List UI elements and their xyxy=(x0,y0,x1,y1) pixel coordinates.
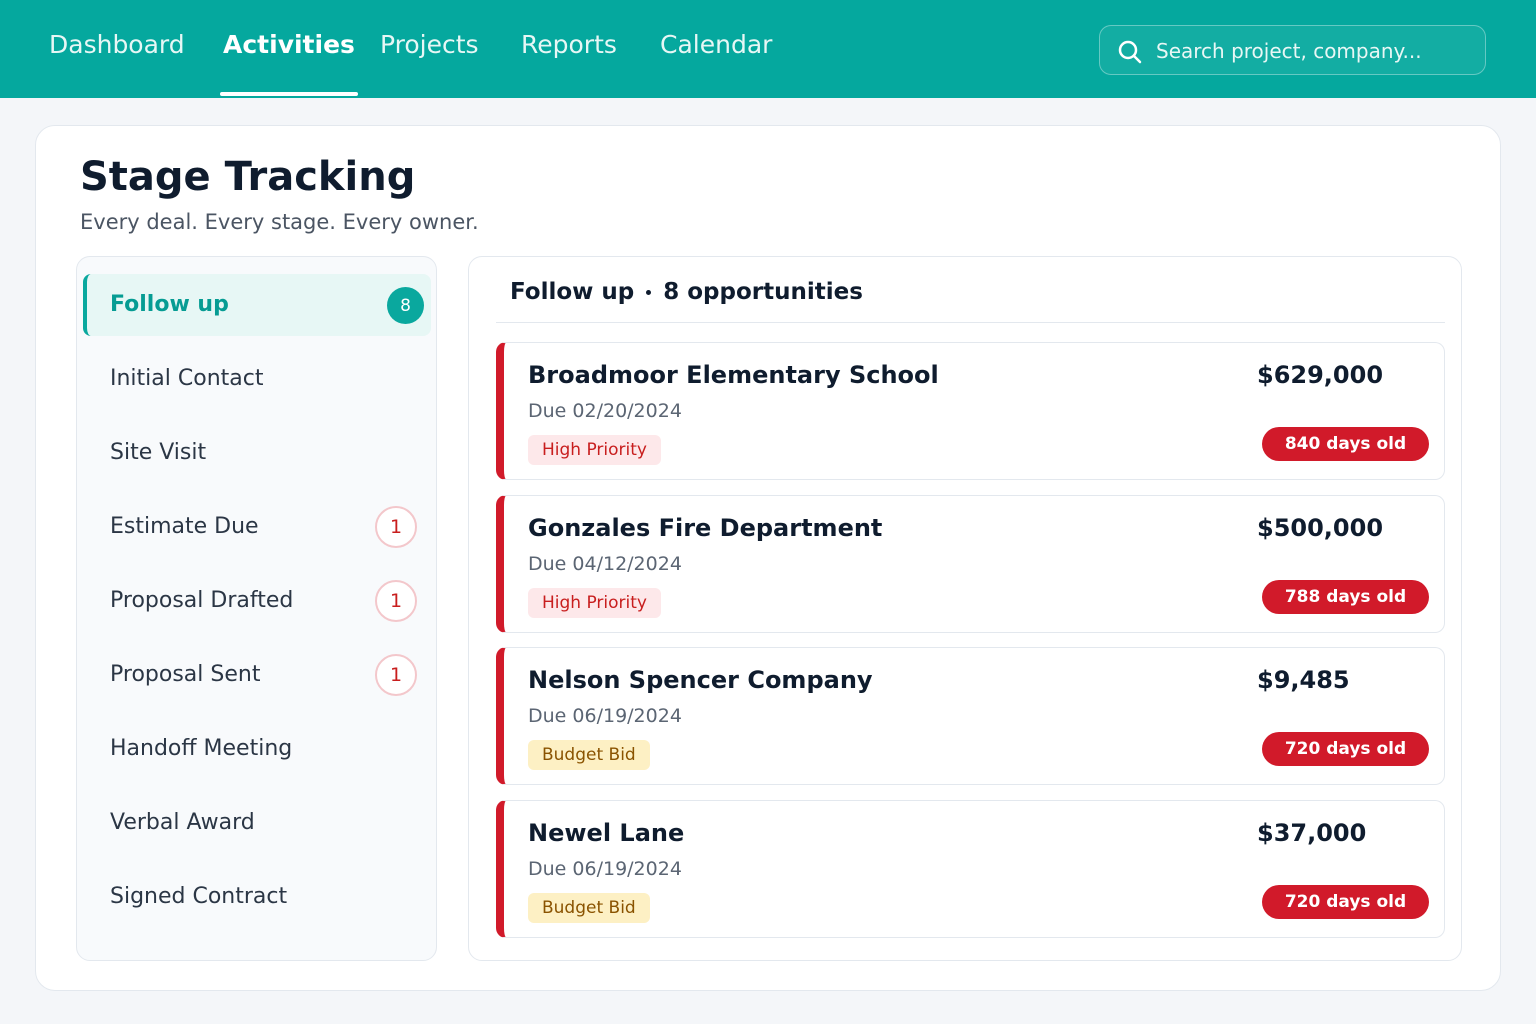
stage-name: Follow up xyxy=(110,292,229,317)
stage-count: 1 xyxy=(375,654,417,696)
stage-count: 1 xyxy=(375,580,417,622)
search-placeholder: Search project, company... xyxy=(1156,39,1422,63)
nav-link[interactable]: Reports xyxy=(521,30,617,59)
nav-link[interactable]: Calendar xyxy=(660,30,773,59)
tag: Budget Bid xyxy=(528,892,650,923)
tag: Budget Bid xyxy=(528,740,650,770)
stage-name: Proposal Sent xyxy=(110,662,261,687)
stage-item[interactable]: Follow up 8 xyxy=(83,274,431,336)
panel-header: Follow up 8 opportunities xyxy=(510,279,863,305)
separator-dot xyxy=(646,289,652,295)
amount: $629,000 xyxy=(1257,361,1384,389)
stage-item[interactable]: Site Visit xyxy=(83,422,431,484)
stage-name: Verbal Award xyxy=(110,810,255,835)
stage-name: Initial Contact xyxy=(110,366,264,391)
age-pill: 788 days old xyxy=(1262,579,1429,614)
stage-name: Proposal Drafted xyxy=(110,588,294,613)
stage-item[interactable]: Proposal Drafted 1 xyxy=(83,570,431,632)
due-date: Due 06/19/2024 xyxy=(528,705,682,727)
opportunity-card[interactable]: Gonzales Fire Department Due 04/12/2024 Hi… xyxy=(496,494,1445,633)
search-icon xyxy=(1118,40,1142,64)
opportunity-name: Gonzales Fire Department xyxy=(528,513,883,542)
tag: High Priority xyxy=(528,435,661,465)
due-date: Due 04/12/2024 xyxy=(528,552,682,575)
due-date: Due 06/19/2024 xyxy=(528,857,682,880)
amount: $500,000 xyxy=(1257,513,1384,542)
stage-name: Estimate Due xyxy=(110,514,259,539)
due-date: Due 02/20/2024 xyxy=(528,400,682,422)
active-underline xyxy=(220,92,358,96)
amount: $9,485 xyxy=(1257,666,1350,694)
opportunity-name: Broadmoor Elementary School xyxy=(528,361,939,389)
main-card: Stage Tracking Every deal. Every stage. … xyxy=(35,125,1501,991)
top-nav: Search project, company... Dashboard Acti… xyxy=(0,0,1536,98)
opportunity-name: Newel Lane xyxy=(528,818,685,847)
panel-summary: 8 opportunities xyxy=(663,279,863,305)
age-pill: 840 days old xyxy=(1262,427,1429,461)
opportunity-card[interactable]: Newel Lane Due 06/19/2024 Budget Bid $37,00… xyxy=(496,799,1445,938)
stage-list: Follow up 8 Initial Contact Site Visit Estim… xyxy=(76,256,437,961)
page-title: Stage Tracking xyxy=(80,154,416,200)
stage-item[interactable]: Signed Contract xyxy=(83,866,431,928)
search-box[interactable]: Search project, company... xyxy=(1099,25,1486,75)
stage-count: 1 xyxy=(375,506,417,548)
stage-item[interactable]: Initial Contact xyxy=(83,348,431,410)
page-subtitle: Every deal. Every stage. Every owner. xyxy=(80,210,479,234)
opportunity-name: Nelson Spencer Company xyxy=(528,666,873,694)
nav-link[interactable]: Activities xyxy=(223,30,355,59)
panel-stage: Follow up xyxy=(510,279,635,305)
opportunity-card[interactable]: Nelson Spencer Company Due 06/19/2024 Budg… xyxy=(496,647,1445,785)
opportunity-card[interactable]: Broadmoor Elementary School Due 02/20/202… xyxy=(496,342,1445,480)
stage-count: 8 xyxy=(387,287,424,324)
age-pill: 720 days old xyxy=(1262,732,1429,766)
amount: $37,000 xyxy=(1257,818,1367,847)
stage-name: Site Visit xyxy=(110,440,207,465)
nav-link[interactable]: Dashboard xyxy=(49,30,185,59)
divider xyxy=(496,322,1445,323)
stage-name: Handoff Meeting xyxy=(110,736,293,761)
stage-item[interactable]: Verbal Award xyxy=(83,792,431,854)
stage-item[interactable]: Handoff Meeting xyxy=(83,718,431,780)
stage-item[interactable]: Proposal Sent 1 xyxy=(83,644,431,706)
tag: High Priority xyxy=(528,587,661,618)
stage-item[interactable]: Estimate Due 1 xyxy=(83,496,431,558)
stage-name: Signed Contract xyxy=(110,884,288,909)
opportunity-panel: Follow up 8 opportunities Broadmoor Elem… xyxy=(468,256,1462,961)
age-pill: 720 days old xyxy=(1262,884,1429,919)
nav-link[interactable]: Projects xyxy=(380,30,479,59)
